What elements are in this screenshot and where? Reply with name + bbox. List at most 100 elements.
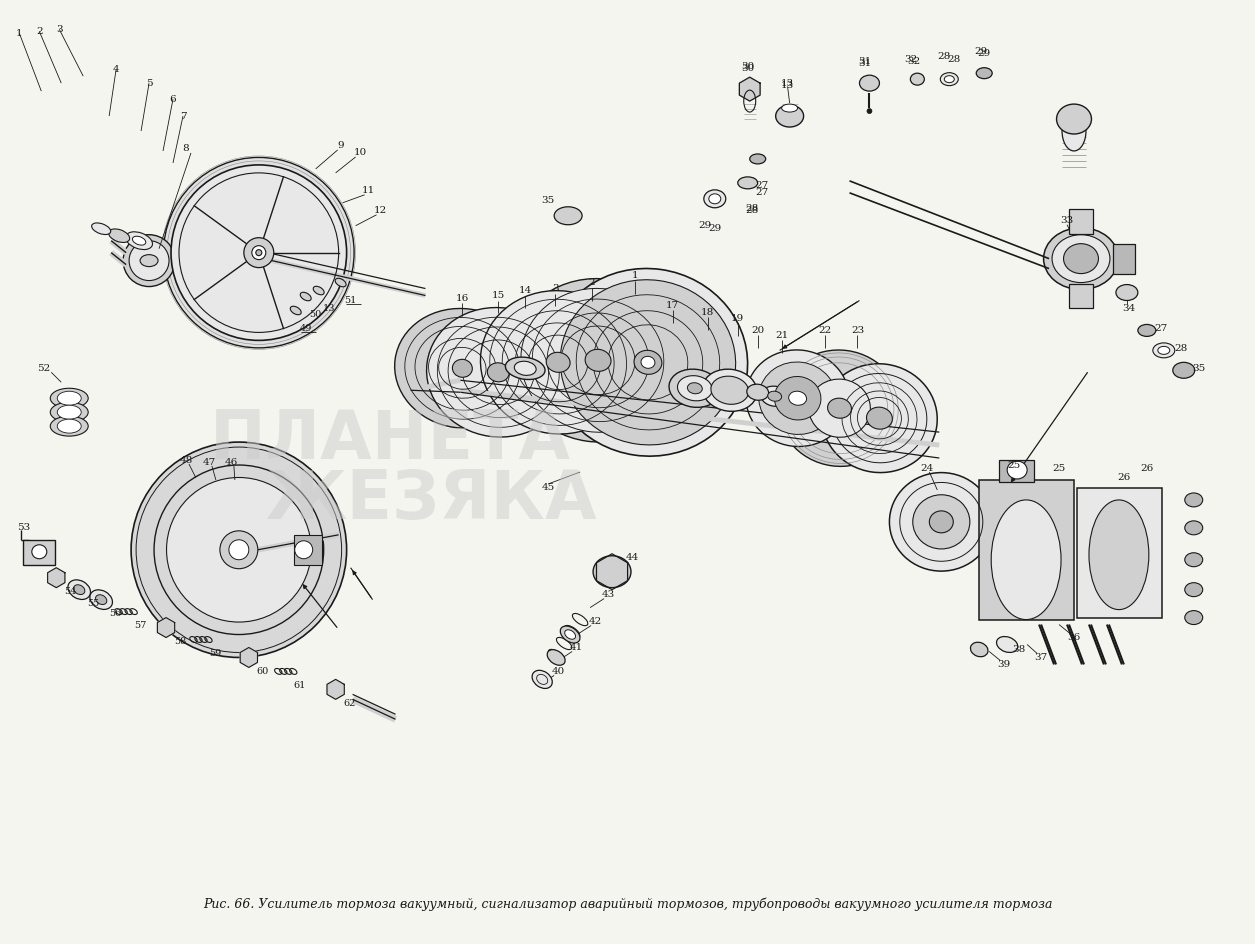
- Text: 26: 26: [1117, 474, 1131, 482]
- Ellipse shape: [547, 649, 565, 666]
- Ellipse shape: [171, 165, 346, 341]
- Ellipse shape: [782, 104, 798, 112]
- Ellipse shape: [546, 352, 570, 372]
- Ellipse shape: [511, 278, 685, 442]
- Text: 31: 31: [858, 57, 871, 66]
- Ellipse shape: [123, 235, 174, 287]
- Text: ПЛАНЕТА: ПЛАНЕТА: [210, 407, 571, 473]
- Text: 35: 35: [1192, 363, 1205, 373]
- Ellipse shape: [745, 350, 850, 447]
- Text: 6: 6: [169, 94, 176, 104]
- Ellipse shape: [58, 419, 82, 433]
- Ellipse shape: [1116, 284, 1138, 300]
- Bar: [294, 535, 321, 565]
- Ellipse shape: [768, 391, 782, 401]
- Text: 42: 42: [589, 617, 601, 626]
- Ellipse shape: [92, 223, 110, 234]
- Ellipse shape: [129, 241, 169, 280]
- Text: 18: 18: [702, 308, 714, 317]
- Text: 30: 30: [742, 61, 754, 71]
- Ellipse shape: [252, 245, 266, 260]
- Ellipse shape: [759, 362, 837, 434]
- Text: 28: 28: [745, 207, 758, 215]
- Text: 28: 28: [937, 52, 951, 60]
- Text: 22: 22: [818, 326, 831, 335]
- Ellipse shape: [827, 398, 851, 418]
- Ellipse shape: [778, 350, 901, 466]
- Ellipse shape: [970, 642, 988, 657]
- Ellipse shape: [126, 232, 153, 249]
- Ellipse shape: [1185, 521, 1202, 535]
- Ellipse shape: [890, 473, 993, 571]
- Text: 41: 41: [570, 643, 582, 652]
- Text: 26: 26: [1141, 464, 1153, 473]
- Bar: [1069, 209, 1093, 234]
- Ellipse shape: [394, 309, 530, 429]
- Text: 34: 34: [1122, 304, 1136, 313]
- Ellipse shape: [749, 154, 766, 164]
- Ellipse shape: [515, 362, 536, 376]
- Text: 13: 13: [781, 80, 794, 90]
- Ellipse shape: [1008, 461, 1027, 479]
- Ellipse shape: [585, 349, 611, 371]
- Text: 16: 16: [456, 294, 469, 303]
- Text: 14: 14: [518, 286, 532, 295]
- Ellipse shape: [669, 369, 720, 408]
- Ellipse shape: [560, 626, 580, 643]
- Text: 32: 32: [907, 57, 921, 66]
- Ellipse shape: [314, 286, 324, 295]
- Ellipse shape: [641, 356, 655, 368]
- Text: 28: 28: [948, 55, 961, 63]
- Text: Рис. 66. Усилитель тормоза вакуумный, сигнализатор аварийный тормозов, трубопров: Рис. 66. Усилитель тормоза вакуумный, си…: [203, 898, 1053, 912]
- Ellipse shape: [256, 249, 262, 256]
- Text: 1: 1: [631, 271, 639, 280]
- Ellipse shape: [1089, 500, 1148, 610]
- Text: 31: 31: [858, 59, 871, 68]
- Ellipse shape: [50, 388, 88, 408]
- Ellipse shape: [867, 109, 872, 113]
- Polygon shape: [48, 567, 65, 588]
- Ellipse shape: [808, 379, 871, 437]
- Text: 25: 25: [1008, 461, 1020, 469]
- Ellipse shape: [1172, 362, 1195, 379]
- Text: 33: 33: [1060, 216, 1073, 226]
- Text: 47: 47: [202, 458, 216, 466]
- Text: 58: 58: [174, 637, 186, 646]
- Ellipse shape: [50, 416, 88, 436]
- Text: 62: 62: [344, 699, 356, 708]
- Text: 17: 17: [666, 301, 679, 310]
- Ellipse shape: [738, 177, 758, 189]
- Text: 50: 50: [310, 310, 321, 319]
- Ellipse shape: [487, 362, 510, 381]
- Ellipse shape: [95, 595, 107, 604]
- Text: 29: 29: [975, 47, 988, 56]
- Polygon shape: [328, 680, 344, 700]
- Text: 11: 11: [361, 186, 375, 195]
- Text: 30: 30: [742, 63, 754, 73]
- Text: 3: 3: [552, 284, 558, 293]
- Text: 52: 52: [36, 363, 50, 373]
- Text: 23: 23: [851, 326, 865, 335]
- Ellipse shape: [290, 306, 301, 314]
- Ellipse shape: [774, 377, 821, 420]
- Ellipse shape: [1044, 228, 1118, 290]
- Text: 46: 46: [225, 458, 237, 466]
- Ellipse shape: [634, 350, 661, 375]
- Text: 12: 12: [374, 207, 388, 215]
- Text: 27: 27: [1155, 324, 1167, 333]
- Ellipse shape: [1153, 343, 1175, 358]
- Text: 53: 53: [16, 523, 30, 532]
- Ellipse shape: [1158, 346, 1170, 354]
- Text: 48: 48: [179, 456, 192, 464]
- Ellipse shape: [910, 74, 925, 85]
- Ellipse shape: [506, 357, 545, 379]
- Ellipse shape: [709, 194, 720, 204]
- Ellipse shape: [678, 376, 713, 401]
- Ellipse shape: [1185, 611, 1202, 625]
- Polygon shape: [739, 77, 761, 101]
- Text: 19: 19: [732, 314, 744, 323]
- Ellipse shape: [58, 391, 82, 405]
- Bar: [979, 480, 1074, 619]
- Ellipse shape: [1057, 104, 1092, 134]
- Ellipse shape: [866, 407, 892, 430]
